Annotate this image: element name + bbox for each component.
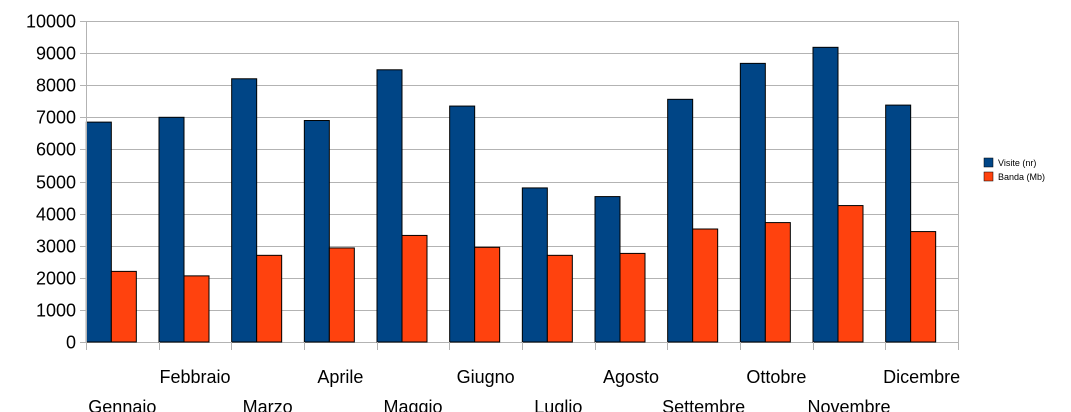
bar-banda-marzo (257, 255, 282, 342)
legend-label: Visite (nr) (998, 158, 1036, 168)
bar-visite-novembre (813, 47, 838, 342)
bar-banda-luglio (547, 255, 572, 342)
x-tick-label: Luglio (534, 397, 582, 412)
x-tick-label: Dicembre (883, 367, 960, 387)
y-tick-label: 1000 (36, 301, 76, 321)
bar-banda-gennaio (111, 271, 136, 342)
bar-visite-marzo (232, 79, 257, 342)
bar-visite-settembre (668, 99, 693, 342)
y-tick-label: 2000 (36, 269, 76, 289)
bar-visite-febbraio (159, 117, 184, 342)
bars (86, 47, 935, 342)
y-tick-label: 6000 (36, 140, 76, 160)
bar-visite-agosto (595, 197, 620, 342)
y-tick-label: 4000 (36, 205, 76, 225)
x-tick-label: Giugno (457, 367, 515, 387)
x-tick-label: Gennaio (88, 397, 156, 412)
bar-banda-ottobre (765, 223, 790, 342)
bar-visite-giugno (450, 106, 475, 342)
y-tick-label: 0 (66, 333, 76, 353)
y-tick-label: 7000 (36, 108, 76, 128)
bar-banda-settembre (693, 229, 718, 342)
x-tick-label: Aprile (317, 367, 363, 387)
y-tick-label: 10000 (26, 12, 76, 32)
bar-banda-dicembre (911, 232, 936, 342)
bar-banda-maggio (402, 235, 427, 342)
y-tick-label: 3000 (36, 237, 76, 257)
bar-visite-dicembre (886, 105, 911, 342)
x-tick-label: Settembre (662, 397, 745, 412)
y-tick-label: 9000 (36, 44, 76, 64)
bar-banda-novembre (838, 206, 863, 342)
bar-visite-luglio (522, 188, 547, 342)
x-tick-label: Agosto (603, 367, 659, 387)
bar-visite-aprile (304, 121, 329, 342)
bar-banda-agosto (620, 253, 645, 342)
legend: Visite (nr) Banda (Mb) (984, 158, 1045, 182)
legend-swatch (984, 158, 993, 167)
y-tick-label: 5000 (36, 173, 76, 193)
legend-label: Banda (Mb) (998, 172, 1045, 182)
bar-visite-maggio (377, 70, 402, 342)
x-tick-label: Novembre (807, 397, 890, 412)
x-tick-label: Ottobre (746, 367, 806, 387)
bar-banda-febbraio (184, 276, 209, 342)
y-tick-label: 8000 (36, 76, 76, 96)
bar-banda-aprile (329, 248, 354, 342)
bar-visite-gennaio (86, 122, 111, 342)
x-tick-label: Maggio (383, 397, 442, 412)
x-tick-label: Febbraio (159, 367, 230, 387)
legend-swatch (984, 172, 993, 181)
bar-visite-ottobre (740, 63, 765, 342)
x-tick-label: Marzo (243, 397, 293, 412)
y-tick-labels: 0 1000 2000 3000 4000 5000 6000 7000 8000 9000 100… (26, 12, 76, 353)
bar-banda-giugno (475, 247, 500, 342)
